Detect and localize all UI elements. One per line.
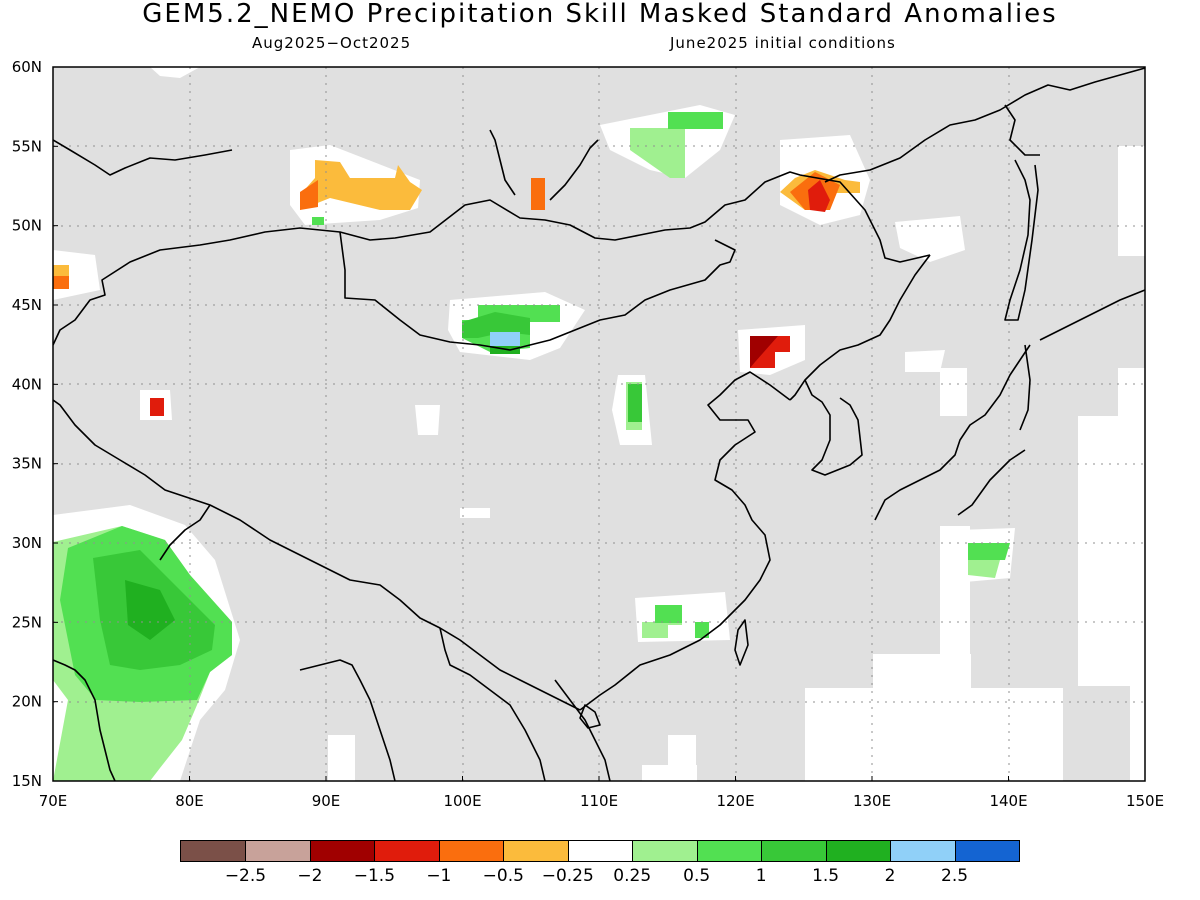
- neutral-region: [328, 735, 355, 781]
- anomaly-region: [968, 543, 1010, 560]
- anomaly-region: [300, 160, 422, 210]
- colorbar-swatch: [309, 841, 375, 861]
- lat-tick-label: 50N: [12, 217, 42, 235]
- lon-tick-label: 110E: [580, 792, 618, 810]
- colorbar-label: 0.25: [613, 866, 652, 886]
- neutral-region: [460, 508, 490, 518]
- neutral-region: [415, 405, 440, 435]
- lat-tick-label: 20N: [12, 693, 42, 711]
- neutral-region: [1118, 146, 1145, 256]
- anomaly-region: [150, 398, 164, 416]
- neutral-region: [150, 67, 200, 78]
- lat-tick-label: 15N: [12, 772, 42, 790]
- north-anomalies: [300, 112, 860, 354]
- lon-tick-label: 90E: [312, 792, 341, 810]
- colorbar-label: 2.5: [941, 866, 969, 886]
- colorbar-swatch: [567, 841, 633, 861]
- colorbar-swatch: [761, 841, 826, 861]
- colorbar-swatch: [696, 841, 762, 861]
- lon-tick-label: 70E: [39, 792, 68, 810]
- forecast-period: Aug2025−Oct2025: [252, 34, 412, 52]
- neutral-region: [895, 216, 965, 262]
- map-plot: 70E 80E 90E 100E 110E 120E 130E 140E 150E 15N 20N 2…: [12, 58, 1164, 810]
- grid-lines: [53, 67, 1145, 781]
- anomaly-region: [312, 217, 324, 225]
- chart-title: GEM5.2_NEMO Precipitation Skill Masked S…: [142, 0, 1058, 29]
- axis-ticks: 70E 80E 90E 100E 110E 120E 130E 140E 150E 15N 20N 2…: [12, 58, 1164, 810]
- colorbar-swatch: [181, 841, 246, 861]
- colorbar-swatch: [954, 841, 1019, 861]
- lat-tick-label: 25N: [12, 613, 42, 631]
- initial-conditions: June2025 initial conditions: [670, 34, 896, 52]
- colorbar-swatch: [890, 841, 955, 861]
- colorbar-swatch: [245, 841, 310, 861]
- anomaly-region: [750, 336, 778, 368]
- lat-tick-label: 55N: [12, 137, 42, 155]
- lat-tick-label: 45N: [12, 296, 42, 314]
- anomaly-region: [628, 384, 642, 422]
- colorbar-swatch: [825, 841, 891, 861]
- lon-tick-label: 130E: [853, 792, 891, 810]
- colorbar-label: −2.5: [224, 866, 267, 886]
- colorbar-label: −0.25: [541, 866, 594, 886]
- lat-tick-label: 60N: [12, 58, 42, 76]
- colorbar-label: −2: [297, 866, 323, 886]
- anomaly-region: [655, 605, 682, 623]
- colorbar-label: −0.5: [482, 866, 524, 886]
- lat-tick-label: 30N: [12, 534, 42, 552]
- neutral-region: [905, 350, 945, 372]
- colorbar-label: 0.5: [683, 866, 711, 886]
- lon-tick-label: 100E: [443, 792, 481, 810]
- scattered-anomalies: [53, 265, 1010, 638]
- anomaly-region: [490, 346, 520, 354]
- anomaly-region: [695, 622, 709, 638]
- neutral-region: [668, 735, 696, 781]
- anomaly-region: [808, 180, 830, 212]
- anomaly-region: [668, 112, 723, 129]
- colorbar-label: 1: [755, 866, 767, 886]
- colorbar-label: 2: [884, 866, 896, 886]
- lat-tick-label: 35N: [12, 455, 42, 473]
- lon-tick-label: 150E: [1126, 792, 1164, 810]
- anomaly-region: [462, 312, 530, 338]
- anomaly-region: [490, 332, 520, 346]
- neutral-region: [1118, 368, 1145, 416]
- anomaly-region: [630, 112, 722, 178]
- neutral-region: [1130, 686, 1145, 781]
- colorbar-label: −1: [426, 866, 452, 886]
- colorbar-label: 1.5: [812, 866, 840, 886]
- lon-tick-label: 120E: [716, 792, 754, 810]
- lon-tick-label: 140E: [989, 792, 1027, 810]
- coastlines-borders: [53, 67, 1145, 781]
- anomaly-region: [531, 178, 545, 210]
- neutral-region: [805, 688, 1063, 781]
- colorbar: [180, 840, 1020, 862]
- neutral-region: [1078, 416, 1145, 686]
- colorbar-swatch: [374, 841, 439, 861]
- colorbar-swatch: [438, 841, 504, 861]
- lat-tick-label: 40N: [12, 375, 42, 393]
- colorbar-swatch: [503, 841, 568, 861]
- anomaly-region: [300, 180, 318, 210]
- neutral-region: [940, 368, 967, 416]
- anomaly-region: [125, 580, 175, 640]
- anomaly-region: [53, 276, 69, 289]
- colorbar-label: −1.5: [353, 866, 396, 886]
- lon-tick-label: 80E: [175, 792, 204, 810]
- colorbar-swatch: [632, 841, 697, 861]
